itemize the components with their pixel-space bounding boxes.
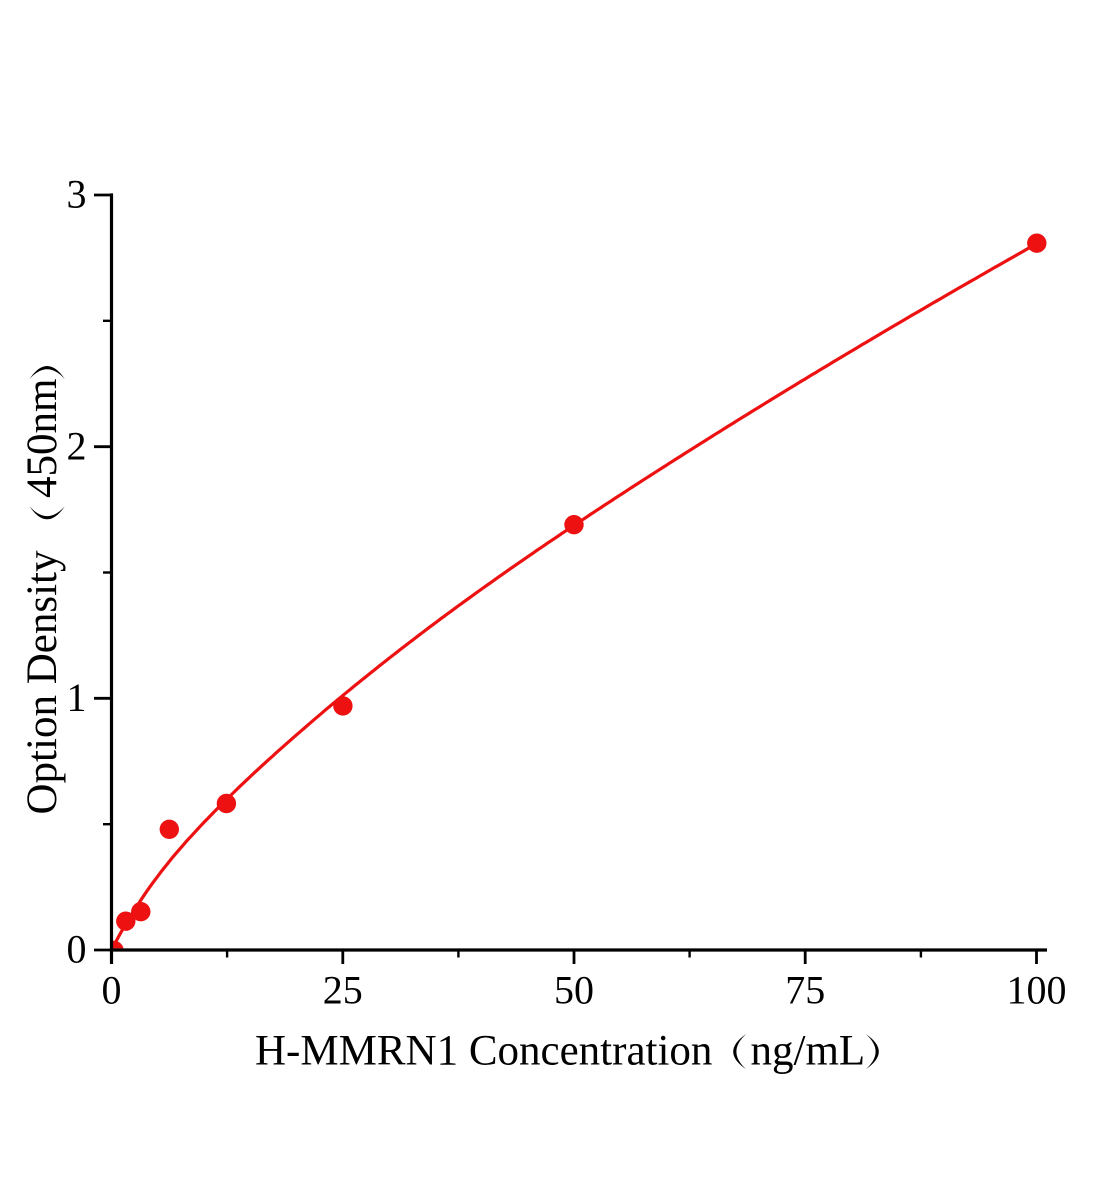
svg-text:50: 50 — [554, 968, 594, 1013]
svg-text:450nm: 450nm — [19, 379, 66, 498]
svg-text:25: 25 — [323, 968, 363, 1013]
svg-text:H-MMRN1 Concentration: H-MMRN1 Concentration — [255, 1028, 712, 1075]
svg-text:75: 75 — [785, 968, 825, 1013]
svg-text:ng/mL: ng/mL — [751, 1028, 866, 1075]
svg-text:1: 1 — [67, 675, 87, 720]
svg-text:100: 100 — [1007, 968, 1067, 1013]
svg-text:2: 2 — [67, 423, 87, 468]
svg-text:0: 0 — [67, 927, 87, 972]
svg-text:3: 3 — [67, 172, 87, 217]
svg-text:Option Density: Option Density — [19, 550, 66, 814]
svg-text:0: 0 — [102, 968, 122, 1013]
